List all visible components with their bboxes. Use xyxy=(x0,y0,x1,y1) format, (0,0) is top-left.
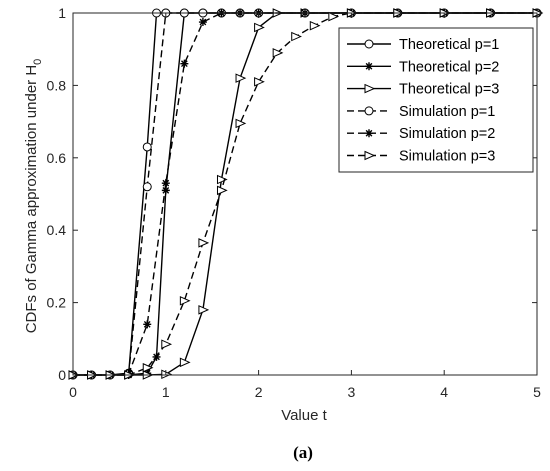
data-point xyxy=(179,296,191,306)
y-axis-title-subscript: 0 xyxy=(32,59,44,65)
data-point-strokes xyxy=(180,59,189,68)
data-point xyxy=(254,22,265,33)
y-tick-label: 1 xyxy=(58,5,66,21)
legend-label: Simulation p=2 xyxy=(399,126,495,142)
legend-marker xyxy=(364,83,376,94)
data-point xyxy=(216,174,228,185)
figure-caption: (a) xyxy=(293,443,313,462)
x-tick-label: 0 xyxy=(69,384,77,400)
legend-label: Simulation p=3 xyxy=(399,149,495,165)
legend-label: Theoretical p=2 xyxy=(399,59,499,75)
data-point xyxy=(309,20,321,31)
x-tick-label: 2 xyxy=(255,384,263,400)
data-point xyxy=(198,18,207,27)
legend-label: Theoretical p=1 xyxy=(399,37,499,53)
legend-marker xyxy=(365,62,373,71)
data-point-strokes xyxy=(198,18,207,27)
legend-entry: Simulation p=3 xyxy=(347,149,495,165)
legend-marker-strokes xyxy=(365,129,373,138)
data-point xyxy=(291,31,302,42)
legend-entry: Simulation p=1 xyxy=(347,104,495,120)
y-tick-label: 0.4 xyxy=(47,222,67,238)
y-tick-label: 0.8 xyxy=(47,77,67,93)
legend-marker xyxy=(364,106,374,116)
data-point xyxy=(179,357,191,368)
data-point-strokes xyxy=(161,179,170,188)
data-point-strokes xyxy=(161,186,170,195)
y-tick-label: 0 xyxy=(58,367,66,383)
data-point xyxy=(142,362,154,373)
data-point xyxy=(198,238,210,248)
data-point xyxy=(161,339,173,349)
legend-marker xyxy=(365,129,373,138)
x-tick-label: 3 xyxy=(348,384,356,400)
data-point xyxy=(216,185,228,196)
legend-entry: Simulation p=2 xyxy=(347,126,495,142)
legend-entry: Theoretical p=3 xyxy=(347,82,499,98)
legend-label: Simulation p=1 xyxy=(399,104,495,120)
data-point xyxy=(328,11,340,22)
x-tick-label: 1 xyxy=(162,384,170,400)
axes-box xyxy=(72,12,538,376)
legend-marker xyxy=(364,39,374,49)
legend: Theoretical p=1 Theoretical p=2 Theoretica… xyxy=(338,27,534,173)
data-point xyxy=(142,182,152,192)
data-point xyxy=(161,179,170,188)
x-tick-label: 4 xyxy=(440,384,448,400)
data-point xyxy=(235,118,247,129)
legend-label: Theoretical p=3 xyxy=(399,82,499,98)
data-point xyxy=(161,186,170,195)
legend-marker xyxy=(364,150,376,161)
data-point xyxy=(180,59,189,68)
legend-entry: Theoretical p=2 xyxy=(347,59,499,75)
legend-entry: Theoretical p=1 xyxy=(347,37,499,53)
data-point xyxy=(142,142,152,152)
data-point xyxy=(235,73,247,83)
legend-marker-strokes xyxy=(365,62,373,71)
y-tick-label: 0.2 xyxy=(47,295,67,311)
y-axis-title: CDFs of Gamma approximation under H0 xyxy=(23,59,44,334)
data-point xyxy=(143,320,152,329)
data-point xyxy=(254,77,265,87)
data-point xyxy=(198,305,210,315)
legend-box xyxy=(338,27,534,173)
y-tick-label: 0.6 xyxy=(47,150,67,166)
data-point xyxy=(272,48,284,58)
data-point-strokes xyxy=(143,320,152,329)
axes: 0 1 2 3 4 5 0 0.2 0.4 0.6 0.8 1 xyxy=(47,5,542,400)
y-axis-title-main: CDFs of Gamma approximation under H xyxy=(23,65,40,333)
x-axis-title: Value t xyxy=(281,407,327,424)
x-tick-label: 5 xyxy=(533,384,541,400)
